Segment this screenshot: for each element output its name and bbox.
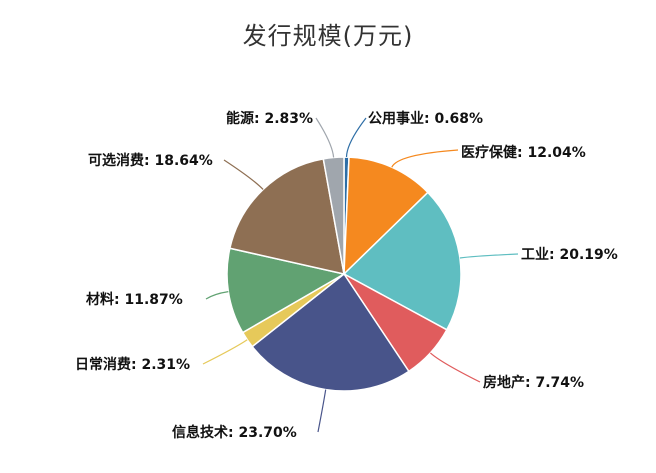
leader-line-4 — [429, 352, 481, 383]
leader-line-7 — [205, 291, 229, 300]
leader-line-5 — [317, 389, 327, 433]
slice-label-2: 医疗保健: 12.04% — [461, 144, 586, 161]
slice-label-8: 可选消费: 18.64% — [88, 152, 213, 169]
leader-lines — [202, 117, 519, 433]
leader-line-2 — [391, 149, 459, 168]
slice-label-1: 公用事业: 0.68% — [368, 110, 483, 127]
leader-line-6 — [202, 339, 248, 365]
pie-slice-3 — [342, 191, 462, 331]
slice-label-5: 信息技术: 23.70% — [172, 424, 297, 441]
pie-slice-8 — [228, 157, 345, 275]
pie-slice-9 — [322, 156, 345, 275]
slice-label-6: 日常消费: 2.31% — [75, 356, 190, 373]
slice-label-7: 材料: 11.87% — [86, 291, 183, 308]
pie-slice-7 — [226, 247, 347, 334]
leader-line-8 — [223, 159, 264, 190]
pie-slice-5 — [251, 272, 410, 392]
leader-line-9 — [315, 117, 335, 158]
slice-label-9: 能源: 2.83% — [226, 110, 313, 127]
chart-title: 发行规模(万元) — [242, 22, 414, 50]
slice-labels: 公用事业: 0.68% 医疗保健: 12.04% 工业: 20.19% 房地产: 7.… — [75, 110, 618, 441]
pie-slice-2 — [343, 156, 429, 276]
pie-slices — [226, 156, 462, 392]
leader-line-1 — [345, 117, 367, 158]
slice-label-4: 房地产: 7.74% — [483, 374, 584, 391]
leader-line-3 — [459, 253, 519, 259]
slice-label-3: 工业: 20.19% — [521, 247, 618, 263]
